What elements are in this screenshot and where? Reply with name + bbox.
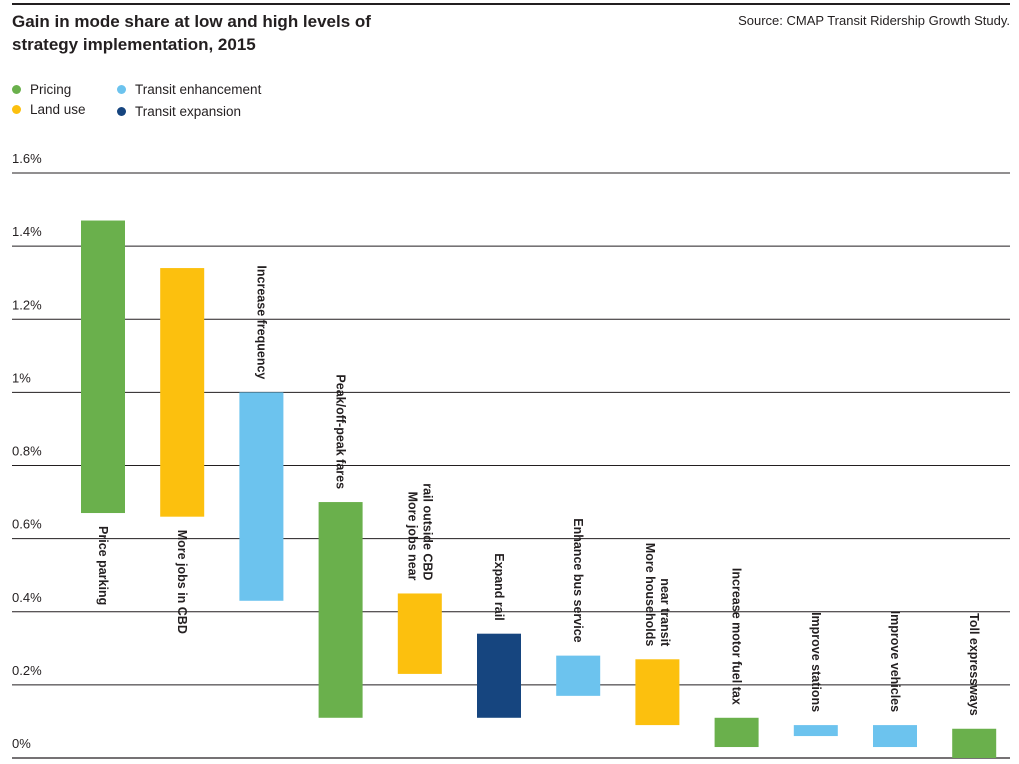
y-tick-label: 1.4% <box>12 224 42 239</box>
bar-label-line: Toll expressways <box>967 613 981 716</box>
legend-label-transit-expansion: Transit expansion <box>135 104 242 119</box>
bar-label-line: Peak/off-peak fares <box>334 374 348 489</box>
bar-6 <box>556 655 601 696</box>
y-tick-label: 0.2% <box>12 663 42 678</box>
y-tick-label: 0.6% <box>12 517 42 532</box>
bar-label-line: More households <box>643 543 657 647</box>
bar-9 <box>793 725 838 737</box>
bar-5 <box>477 633 521 718</box>
legend-label-land-use: Land use <box>30 102 86 117</box>
bar-label-line: Price parking <box>96 526 110 605</box>
bar-label-0: Price parking <box>96 526 110 605</box>
bar-label-3: Peak/off-peak fares <box>334 374 348 489</box>
bar-label-line: Increase motor fuel tax <box>730 568 744 705</box>
chart-title: Gain in mode share at low and high level… <box>12 12 371 54</box>
y-tick-label: 1% <box>12 370 31 385</box>
legend-swatch-land-use <box>12 105 21 114</box>
legend-swatch-transit-enhancement <box>117 85 126 94</box>
bar-4 <box>397 593 442 674</box>
bar-label-2: Increase frequency <box>254 265 268 379</box>
bar-label-8: Increase motor fuel tax <box>730 568 744 705</box>
bar-8 <box>714 717 759 748</box>
legend-swatch-transit-expansion <box>117 107 126 116</box>
bar-label-line: near transit <box>658 578 672 647</box>
bar-label-line: Enhance bus service <box>571 518 585 642</box>
legend-label-transit-enhancement: Transit enhancement <box>135 82 262 97</box>
bar-10 <box>873 725 917 748</box>
bar-label-1: More jobs in CBD <box>175 530 189 634</box>
bar-0 <box>81 220 125 514</box>
legend-item-land-use: Land use <box>12 102 86 117</box>
y-tick-label: 1.6% <box>12 151 42 166</box>
bar-label-4: More jobs near rail outside CBD <box>405 483 434 580</box>
bar-label-line: Increase frequency <box>254 265 268 379</box>
bar-7 <box>635 659 680 726</box>
bar-label-line: More jobs in CBD <box>175 530 189 634</box>
bar-label-11: Toll expressways <box>967 613 981 716</box>
bar-label-7: More households near transit <box>643 543 672 647</box>
y-tick-label: 0.8% <box>12 444 42 459</box>
y-tick-label: 0.4% <box>12 590 42 605</box>
y-tick-label: 1.2% <box>12 297 42 312</box>
top-rule <box>12 3 1010 5</box>
bar-label-line: Expand rail <box>492 553 506 620</box>
bar-label-line: Improve stations <box>809 612 823 712</box>
bar-11 <box>952 728 997 758</box>
bar-3 <box>318 502 363 718</box>
bar-label-10: Improve vehicles <box>888 611 902 712</box>
legend-item-pricing: Pricing <box>12 82 71 97</box>
bar-2 <box>239 392 284 601</box>
y-tick-label: 0% <box>12 736 31 751</box>
legend-swatch-pricing <box>12 85 21 94</box>
legend-item-transit-expansion: Transit expansion <box>117 104 241 119</box>
legend-item-transit-enhancement: Transit enhancement <box>117 82 261 97</box>
source-note: Source: CMAP Transit Ridership Growth St… <box>738 13 1010 28</box>
bar-label-5: Expand rail <box>492 553 506 620</box>
bar-label-line: Improve vehicles <box>888 611 902 712</box>
legend-label-pricing: Pricing <box>30 82 72 97</box>
bar-label-line: More jobs near <box>405 492 419 581</box>
bar-label-line: rail outside CBD <box>420 483 434 580</box>
bar-1 <box>160 268 205 517</box>
bar-label-6: Enhance bus service <box>571 518 585 642</box>
bar-label-9: Improve stations <box>809 612 823 712</box>
